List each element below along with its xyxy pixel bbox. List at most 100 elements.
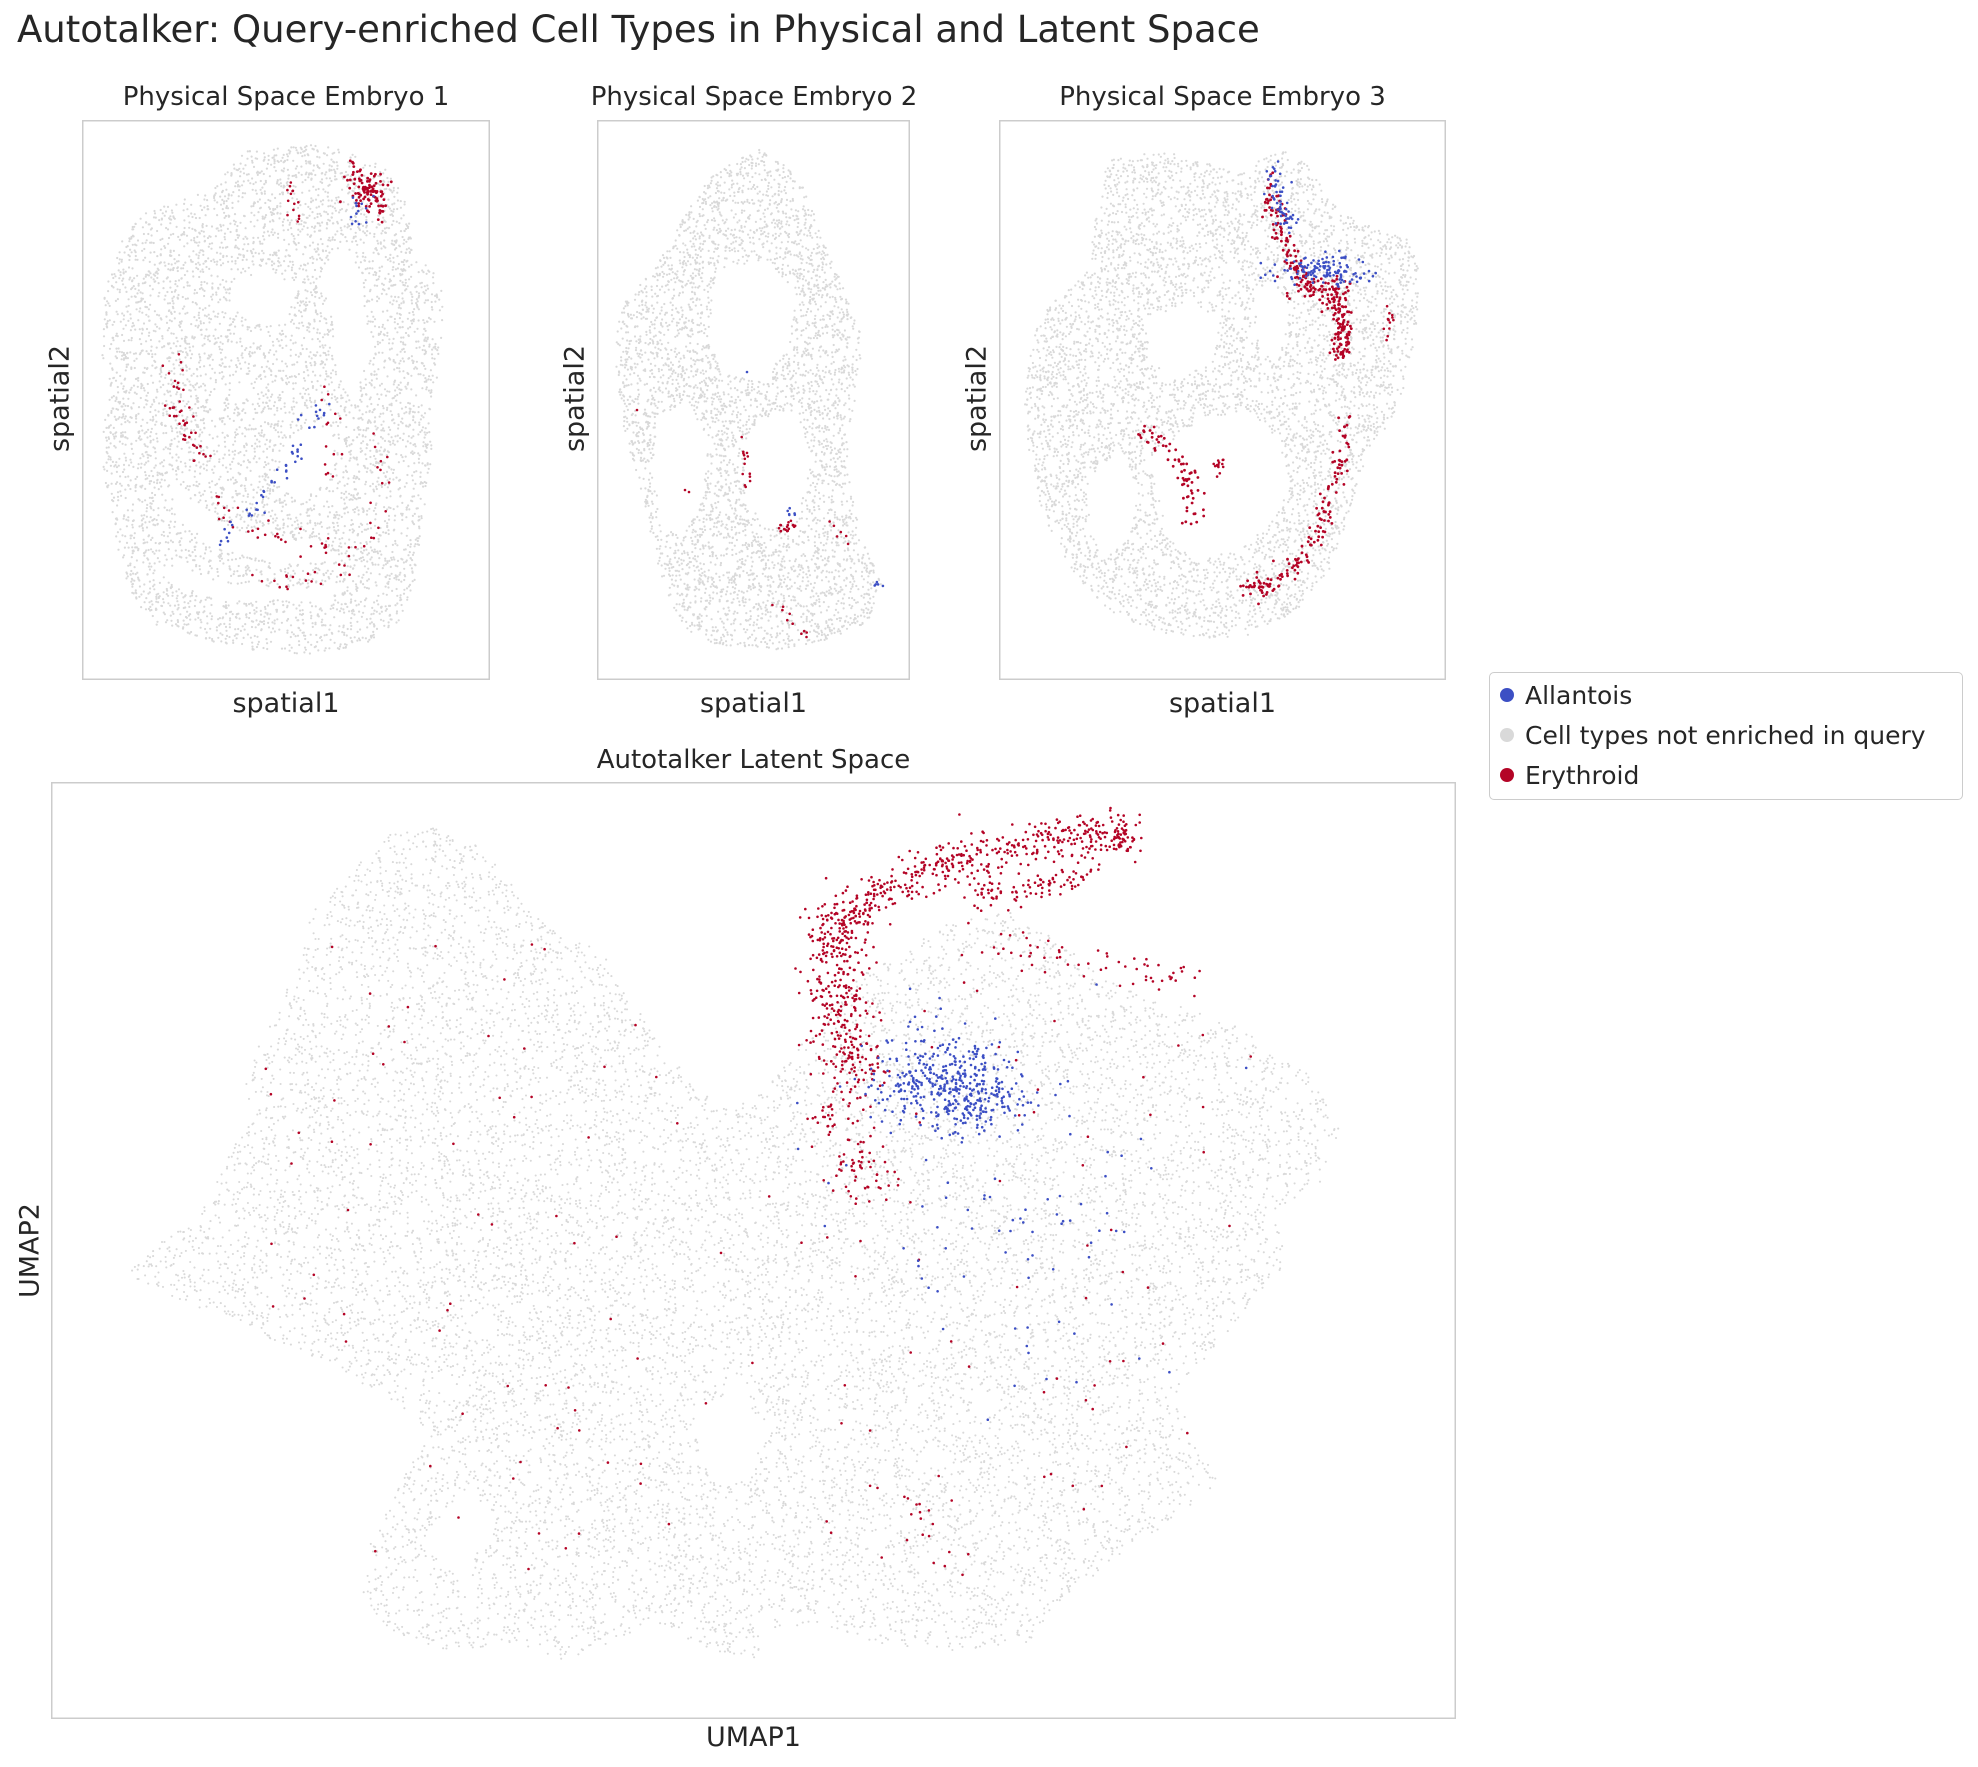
cell-not-enriched: [423, 301, 426, 304]
cell-not-enriched: [348, 411, 351, 414]
cell-not-enriched: [124, 475, 127, 479]
cell-not-enriched: [128, 421, 131, 424]
cell-not-enriched: [401, 422, 404, 425]
cell-not-enriched: [153, 562, 156, 565]
cell-not-enriched: [399, 206, 402, 209]
cell-not-enriched: [316, 640, 319, 644]
cell-not-enriched: [240, 419, 243, 422]
cell-not-enriched: [261, 217, 264, 220]
cell-not-enriched: [181, 427, 184, 430]
cell-not-enriched: [290, 406, 293, 409]
cell-not-enriched: [426, 287, 430, 290]
cell-not-enriched: [306, 329, 309, 332]
cell-not-enriched: [391, 589, 394, 592]
cell-not-enriched: [371, 561, 374, 564]
cell-not-enriched: [192, 559, 195, 562]
cell-not-enriched: [271, 533, 274, 536]
cell-not-enriched: [412, 428, 415, 431]
cell-not-enriched: [183, 405, 186, 408]
cell-not-enriched: [145, 350, 148, 353]
cell-not-enriched: [343, 406, 346, 409]
cell-not-enriched: [372, 273, 375, 276]
cell-not-enriched: [376, 426, 379, 429]
cell-not-enriched: [295, 149, 298, 152]
cell-not-enriched: [245, 526, 248, 529]
cell-not-enriched: [189, 465, 192, 468]
cell-not-enriched: [196, 326, 199, 329]
cell-not-enriched: [236, 246, 239, 249]
cell-not-enriched: [232, 443, 235, 446]
cell-not-enriched: [181, 367, 184, 370]
cell-not-enriched: [306, 582, 309, 585]
cell-not-enriched: [358, 557, 361, 560]
cell-not-enriched: [239, 162, 242, 165]
cell-not-enriched: [374, 457, 377, 460]
cell-not-enriched: [224, 312, 227, 315]
cell-not-enriched: [156, 522, 159, 525]
cell-not-enriched: [374, 165, 377, 169]
cell-not-enriched: [267, 511, 271, 514]
cell-not-enriched: [325, 227, 328, 230]
cell-not-enriched: [203, 206, 206, 209]
cell-not-enriched: [330, 424, 333, 427]
cell-not-enriched: [112, 395, 115, 398]
cell-not-enriched: [349, 218, 352, 221]
cell-not-enriched: [219, 364, 223, 367]
cell-not-enriched: [304, 646, 307, 649]
cell-not-enriched: [274, 251, 278, 254]
cell-not-enriched: [283, 610, 286, 613]
cell-not-enriched: [129, 573, 132, 576]
cell-not-enriched: [341, 593, 344, 596]
cell-not-enriched: [245, 428, 248, 431]
cell-not-enriched: [281, 390, 284, 394]
cell-not-enriched: [153, 486, 156, 489]
cell-not-enriched: [358, 409, 361, 412]
cell-not-enriched: [209, 390, 212, 393]
cell-not-enriched: [267, 522, 270, 525]
cell-not-enriched: [253, 455, 257, 458]
cell-not-enriched: [216, 570, 219, 573]
cell-not-enriched: [437, 346, 440, 349]
cell-not-enriched: [246, 495, 249, 498]
cell-not-enriched: [234, 628, 237, 631]
cell-not-enriched: [289, 565, 292, 568]
cell-not-enriched: [342, 388, 345, 391]
cell-not-enriched: [400, 336, 403, 339]
cell-not-enriched: [203, 314, 206, 317]
cell-not-enriched: [105, 311, 108, 314]
cell-not-enriched: [238, 529, 241, 532]
cell-not-enriched: [403, 203, 406, 206]
cell-not-enriched: [342, 624, 345, 627]
cell-not-enriched: [153, 251, 156, 254]
cell-not-enriched: [289, 348, 292, 351]
cell-not-enriched: [233, 246, 237, 249]
cell-not-enriched: [275, 268, 278, 272]
cell-not-enriched: [309, 144, 313, 147]
cell-not-enriched: [305, 216, 308, 219]
cell-not-enriched: [189, 450, 192, 453]
cell-not-enriched: [133, 542, 136, 545]
cell-not-enriched: [305, 388, 308, 392]
cell-not-enriched: [142, 387, 145, 390]
cell-not-enriched: [125, 518, 128, 521]
cell-not-enriched: [270, 260, 274, 263]
cell-not-enriched: [232, 457, 235, 460]
cell-not-enriched: [132, 324, 135, 327]
cell-not-enriched: [374, 465, 377, 468]
cell-not-enriched: [382, 619, 385, 622]
cell-not-enriched: [111, 368, 114, 371]
cell-not-enriched: [210, 496, 213, 499]
cell-not-enriched: [399, 571, 402, 574]
cell-not-enriched: [269, 325, 272, 328]
cell-not-enriched: [263, 231, 266, 234]
cell-not-enriched: [386, 176, 389, 180]
cell-not-enriched: [358, 433, 361, 436]
cell-not-enriched: [311, 578, 314, 581]
cell-not-enriched: [424, 299, 427, 302]
cell-not-enriched: [228, 292, 231, 295]
cell-not-enriched: [298, 322, 301, 325]
cell-not-enriched: [230, 518, 233, 521]
cell-not-enriched: [302, 622, 305, 625]
cell-not-enriched: [350, 494, 353, 497]
cell-not-enriched: [307, 393, 310, 396]
